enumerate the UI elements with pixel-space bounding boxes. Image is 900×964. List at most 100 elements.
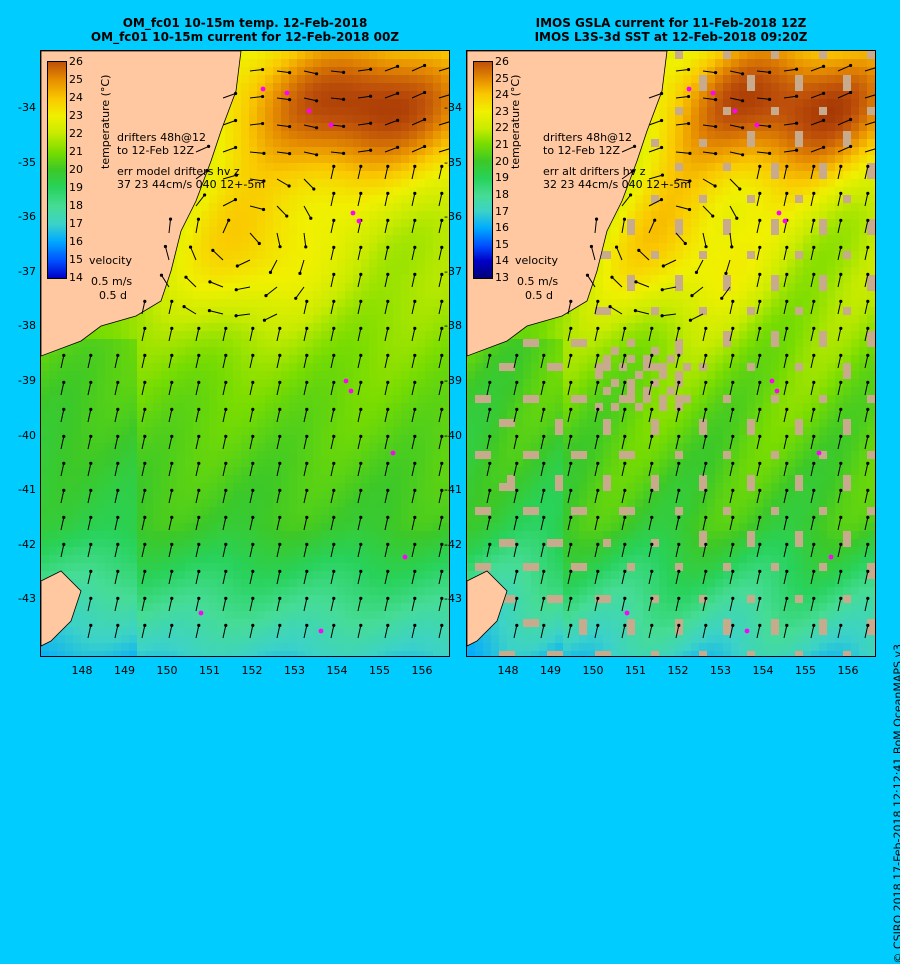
velocity-arrow-head bbox=[359, 354, 362, 357]
sst-cell bbox=[787, 75, 795, 83]
colorbar-tick: 14 bbox=[69, 272, 83, 283]
sst-cell bbox=[393, 339, 401, 347]
sst-cell bbox=[265, 611, 273, 619]
sst-cell bbox=[867, 99, 875, 107]
sst-cell bbox=[201, 243, 209, 251]
sst-cell bbox=[129, 627, 137, 635]
sst-cell bbox=[281, 355, 289, 363]
sst-cell bbox=[867, 107, 875, 115]
sst-cell bbox=[145, 627, 153, 635]
sst-cell bbox=[417, 243, 425, 251]
sst-cell bbox=[273, 563, 281, 571]
sst-cell bbox=[137, 611, 145, 619]
velocity-arrow-head bbox=[261, 95, 264, 98]
sst-cell bbox=[265, 155, 273, 163]
sst-cell bbox=[257, 283, 265, 291]
sst-cell bbox=[225, 259, 233, 267]
sst-cell bbox=[361, 83, 369, 91]
sst-cell bbox=[353, 475, 361, 483]
sst-cell bbox=[297, 619, 305, 627]
sst-cell bbox=[153, 603, 161, 611]
left-title-line1: OM_fc01 10-15m temp. 12-Feb-2018 bbox=[40, 16, 450, 30]
sst-cell bbox=[385, 99, 393, 107]
sst-cell bbox=[233, 99, 241, 107]
sst-cell bbox=[297, 211, 305, 219]
sst-cell bbox=[289, 163, 297, 171]
sst-cell bbox=[321, 299, 329, 307]
sst-cell bbox=[233, 307, 241, 315]
sst-cell bbox=[337, 491, 345, 499]
sst-cell bbox=[297, 323, 305, 331]
sst-cell bbox=[369, 51, 377, 59]
drifter-track bbox=[199, 611, 204, 616]
sst-cell bbox=[305, 611, 313, 619]
sst-cell bbox=[393, 99, 401, 107]
sst-cell bbox=[393, 259, 401, 267]
velocity-arrow-head bbox=[116, 570, 119, 573]
sst-cell bbox=[385, 259, 393, 267]
velocity-arrow-head bbox=[116, 435, 119, 438]
sst-cell bbox=[129, 427, 137, 435]
sst-cell bbox=[659, 107, 667, 115]
sst-cell bbox=[417, 307, 425, 315]
sst-cell bbox=[129, 571, 137, 579]
sst-cell bbox=[73, 379, 81, 387]
sst-cell bbox=[105, 411, 113, 419]
sst-cell bbox=[393, 363, 401, 371]
sst-cell bbox=[169, 515, 177, 523]
sst-cell bbox=[723, 99, 731, 107]
sst-cell bbox=[433, 643, 441, 651]
sst-cell bbox=[233, 483, 241, 491]
sst-cell bbox=[345, 163, 353, 171]
sst-cell bbox=[177, 627, 185, 635]
sst-cell bbox=[233, 107, 241, 115]
sst-cell bbox=[417, 195, 425, 203]
sst-cell bbox=[417, 339, 425, 347]
sst-cell bbox=[763, 83, 771, 91]
sst-cell bbox=[257, 531, 265, 539]
sst-cell bbox=[755, 51, 763, 59]
sst-cell bbox=[289, 379, 297, 387]
sst-cell bbox=[425, 179, 433, 187]
sst-cell bbox=[97, 347, 105, 355]
sst-cell bbox=[859, 99, 867, 107]
sst-cell bbox=[145, 355, 153, 363]
sst-cell bbox=[425, 139, 433, 147]
sst-cell bbox=[217, 275, 225, 283]
velocity-arrow-head bbox=[235, 314, 238, 317]
sst-cell bbox=[409, 83, 417, 91]
sst-cell bbox=[97, 579, 105, 587]
sst-cell bbox=[425, 363, 433, 371]
sst-cell bbox=[257, 155, 265, 163]
sst-cell bbox=[169, 651, 177, 656]
sst-cell bbox=[193, 371, 201, 379]
sst-cell bbox=[161, 371, 169, 379]
sst-cell bbox=[129, 331, 137, 339]
sst-cell bbox=[249, 451, 257, 459]
sst-cell bbox=[305, 475, 313, 483]
sst-cell bbox=[209, 387, 217, 395]
sst-cell bbox=[177, 251, 185, 259]
sst-cell bbox=[417, 99, 425, 107]
sst-cell bbox=[257, 355, 265, 363]
sst-cell bbox=[321, 395, 329, 403]
sst-cell bbox=[433, 187, 441, 195]
sst-cell bbox=[97, 619, 105, 627]
sst-cell bbox=[73, 483, 81, 491]
sst-cell bbox=[691, 123, 699, 131]
sst-cell bbox=[377, 411, 385, 419]
sst-cell bbox=[161, 411, 169, 419]
sst-cell bbox=[377, 643, 385, 651]
velocity-arrow-head bbox=[143, 435, 146, 438]
sst-cell bbox=[803, 91, 811, 99]
sst-cell bbox=[89, 635, 97, 643]
sst-cell bbox=[337, 651, 345, 656]
sst-cell bbox=[257, 107, 265, 115]
sst-cell bbox=[313, 283, 321, 291]
sst-cell bbox=[209, 491, 217, 499]
sst-cell bbox=[289, 595, 297, 603]
sst-cell bbox=[401, 211, 409, 219]
sst-cell bbox=[289, 403, 297, 411]
velocity-arrow-head bbox=[170, 408, 173, 411]
velocity-arrow-head bbox=[184, 276, 187, 279]
